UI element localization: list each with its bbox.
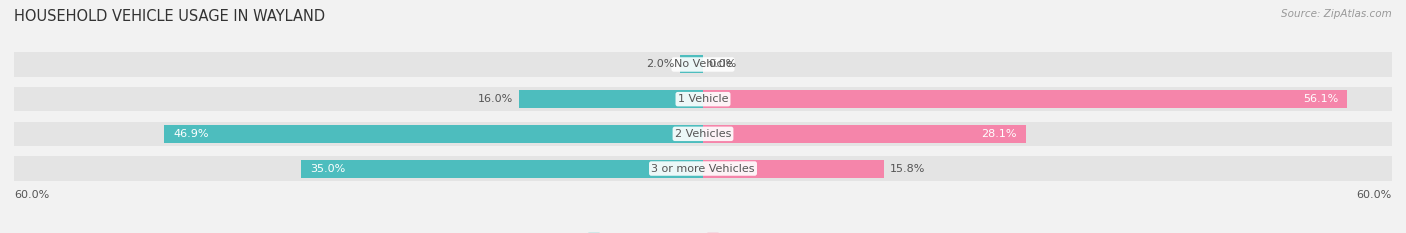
Bar [519,90,703,108]
Text: 60.0%: 60.0% [1357,190,1392,200]
Bar [14,52,1392,77]
Text: HOUSEHOLD VEHICLE USAGE IN WAYLAND: HOUSEHOLD VEHICLE USAGE IN WAYLAND [14,9,325,24]
Text: 35.0%: 35.0% [311,164,346,174]
Bar [14,122,1392,146]
Text: 3 or more Vehicles: 3 or more Vehicles [651,164,755,174]
Text: 2 Vehicles: 2 Vehicles [675,129,731,139]
Bar [14,156,1392,181]
Bar [681,55,703,73]
Bar [301,160,703,178]
Text: Source: ZipAtlas.com: Source: ZipAtlas.com [1281,9,1392,19]
Text: 1 Vehicle: 1 Vehicle [678,94,728,104]
Text: 56.1%: 56.1% [1303,94,1339,104]
Legend: Owner-occupied, Renter-occupied: Owner-occupied, Renter-occupied [583,229,823,233]
Text: No Vehicle: No Vehicle [673,59,733,69]
Text: 28.1%: 28.1% [981,129,1017,139]
Text: 0.0%: 0.0% [709,59,737,69]
Text: 46.9%: 46.9% [174,129,209,139]
Bar [703,125,1025,143]
Text: 16.0%: 16.0% [478,94,513,104]
Text: 15.8%: 15.8% [890,164,925,174]
Bar [14,87,1392,111]
Text: 2.0%: 2.0% [645,59,675,69]
Bar [703,90,1347,108]
Bar [165,125,703,143]
Text: 60.0%: 60.0% [14,190,49,200]
Bar [703,160,884,178]
